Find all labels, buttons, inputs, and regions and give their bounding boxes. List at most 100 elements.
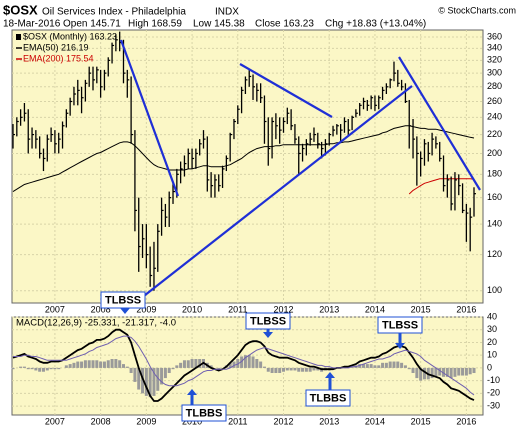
histogram-bar xyxy=(217,367,221,370)
histogram-bar xyxy=(396,361,400,368)
histogram-bar xyxy=(301,367,305,372)
histogram-bar xyxy=(148,367,152,398)
histogram-bar xyxy=(381,362,385,368)
y-tick-label: 320 xyxy=(487,55,502,65)
trendlines xyxy=(119,39,481,300)
histogram-bar xyxy=(121,364,125,368)
histogram-bar xyxy=(163,367,167,379)
histogram-bar xyxy=(228,362,232,368)
histogram-bar xyxy=(468,367,472,375)
histogram-bar xyxy=(453,367,457,377)
y-tick-label: 200 xyxy=(487,148,502,158)
histogram-bar xyxy=(34,367,38,371)
y-tick-label: 260 xyxy=(487,96,502,106)
annotation-box xyxy=(305,389,351,407)
y-tick-label: 120 xyxy=(487,249,502,259)
x-tick-label: 2009 xyxy=(136,304,156,314)
histogram-bar xyxy=(99,361,103,368)
histogram-bar xyxy=(19,366,23,368)
histogram-bar xyxy=(270,367,274,373)
histogram-bar xyxy=(362,364,366,368)
histogram-bar xyxy=(160,367,164,385)
histogram-bar xyxy=(247,355,251,368)
y-tick-label: 300 xyxy=(487,68,502,78)
histogram-bar xyxy=(144,367,148,396)
histogram-bar xyxy=(358,364,362,368)
y-tick-label: 140 xyxy=(487,218,502,228)
histogram-bar xyxy=(449,367,453,379)
histogram-bar xyxy=(369,364,373,368)
histogram-bar xyxy=(457,367,461,376)
histogram-bar xyxy=(422,367,426,380)
histogram-bar xyxy=(415,367,419,379)
histogram-bar xyxy=(266,367,270,372)
macd-line xyxy=(12,328,475,402)
histogram-bar xyxy=(38,367,42,372)
x-tick-label: 2012 xyxy=(273,304,293,314)
trendline xyxy=(119,39,180,197)
histogram-bar xyxy=(91,360,95,368)
x-tick-label: 2007 xyxy=(45,304,65,314)
y-tick-label: 340 xyxy=(487,43,502,53)
histogram-bar xyxy=(198,359,202,368)
histogram-bar xyxy=(106,360,110,368)
y-tick-label: 160 xyxy=(487,192,502,202)
annotation-label: TLBBS xyxy=(186,407,223,419)
x-tick-label: 2011 xyxy=(228,304,247,314)
histogram-bar xyxy=(190,359,194,368)
histogram-bar xyxy=(411,367,415,373)
histogram-bar xyxy=(240,356,244,368)
ema-line xyxy=(408,178,475,195)
x-tick-label: 2007 xyxy=(45,416,65,426)
histogram-bar xyxy=(255,359,259,368)
trendline xyxy=(139,85,413,300)
histogram-bar xyxy=(289,367,293,371)
histogram-bar xyxy=(83,360,87,368)
annotation-label: TLBSS xyxy=(382,319,418,331)
histogram-bar xyxy=(102,361,106,368)
annotation-label: TLBSS xyxy=(105,294,141,306)
x-tick-label: 2008 xyxy=(91,304,111,314)
y-tick-label: 220 xyxy=(487,129,502,139)
histogram-bar xyxy=(45,367,49,371)
histogram-bar xyxy=(133,367,137,382)
histogram-bar xyxy=(194,359,198,368)
y-tick-label: 0 xyxy=(487,362,492,372)
annotation: TLBSS xyxy=(245,312,291,338)
histogram-bar xyxy=(125,366,129,368)
annotation-arrowhead xyxy=(395,343,405,349)
histogram-bar xyxy=(209,365,213,368)
histogram-bar xyxy=(442,367,446,377)
histogram-bar xyxy=(64,365,68,368)
annotation-arrowhead xyxy=(325,372,335,378)
index-name: Oil Services Index - Philadelphia xyxy=(42,7,186,18)
histogram-bar xyxy=(285,367,289,371)
histogram-bar xyxy=(304,367,308,372)
annotation: TLBSS xyxy=(377,316,423,349)
histogram-bar xyxy=(49,367,53,370)
histogram-bar xyxy=(373,365,377,368)
histogram-bar xyxy=(72,362,76,368)
histogram-bar xyxy=(400,362,404,368)
y-tick-label: -10 xyxy=(487,375,500,385)
histogram-bar xyxy=(76,361,80,368)
annotation-box xyxy=(377,316,423,334)
y-tick-label: 20 xyxy=(487,337,497,347)
histogram-bar xyxy=(167,367,171,373)
x-tick-label: 2011 xyxy=(228,416,247,426)
histogram-bar xyxy=(259,361,263,368)
histogram-bar xyxy=(312,367,316,371)
histogram-bar xyxy=(438,367,442,376)
histogram-bar xyxy=(141,367,145,394)
histogram-bar xyxy=(365,364,369,368)
histogram-bar xyxy=(407,367,411,370)
histogram-bar xyxy=(243,355,247,368)
histogram-bar xyxy=(384,362,388,368)
y-tick-label: 40 xyxy=(487,311,497,321)
x-tick-label: 2009 xyxy=(136,416,156,426)
histogram-bar xyxy=(445,367,449,377)
x-tick-label: 2015 xyxy=(411,416,431,426)
y-tick-label: 10 xyxy=(487,350,497,360)
histogram-bar xyxy=(251,356,255,368)
y-tick-label: -20 xyxy=(487,388,500,398)
